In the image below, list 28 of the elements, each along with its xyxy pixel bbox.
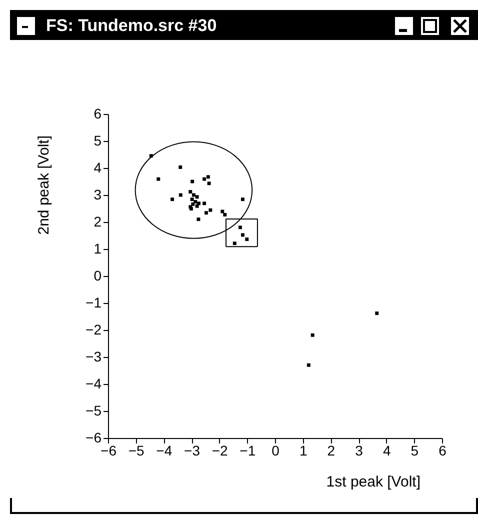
x-tick-label: −2: [212, 442, 228, 458]
y-tick-label: −5: [86, 402, 102, 418]
chart-title: FS: Tundemo.src #30: [46, 16, 217, 36]
x-tick-label: 6: [438, 442, 447, 458]
x-tick-label: −3: [184, 442, 200, 458]
y-tick-label: −4: [86, 376, 102, 392]
x-tick-label: 2: [327, 442, 336, 458]
y-tick-label: −3: [86, 348, 102, 364]
x-tick-label: −5: [128, 442, 145, 458]
x-tick-label: 4: [382, 442, 391, 458]
y-tick-label: −1: [86, 294, 102, 310]
y-tick-label: 5: [94, 132, 102, 148]
y-tick-label: 3: [94, 186, 102, 202]
x-tick-label: −1: [240, 442, 256, 458]
y-tick-label: 6: [94, 106, 102, 122]
y-tick-label: −6: [86, 430, 102, 446]
y-tick-label: −2: [86, 322, 102, 338]
x-tick-label: 0: [272, 442, 280, 458]
x-tick-label: −4: [156, 442, 172, 458]
y-tick-label: 2: [94, 214, 102, 230]
y-tick-label: 4: [94, 160, 102, 176]
y-axis-title: 2nd peak [Volt]: [36, 136, 52, 235]
x-tick-label: 3: [355, 442, 364, 458]
y-tick-label: 0: [94, 268, 102, 284]
x-tick-label: 1: [299, 442, 308, 458]
x-tick-label: 5: [410, 442, 419, 458]
x-axis-title: 1st peak [Volt]: [326, 474, 420, 490]
y-tick-label: 1: [94, 240, 102, 256]
